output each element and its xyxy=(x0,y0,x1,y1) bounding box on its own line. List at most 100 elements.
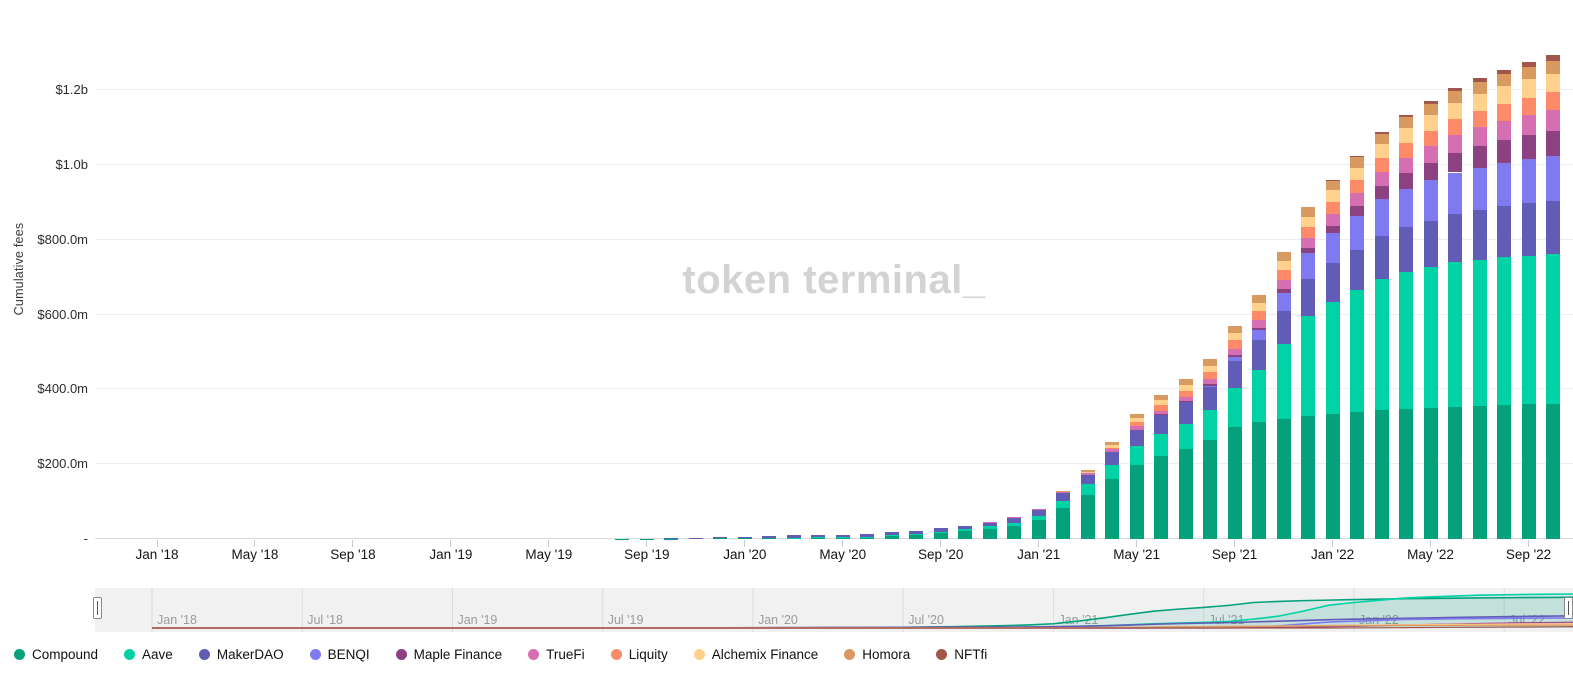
bar-segment-Alchemix Finance[interactable] xyxy=(1546,73,1560,93)
bar-Oct '18[interactable] xyxy=(370,40,384,539)
bar-segment-MakerDAO[interactable] xyxy=(909,530,924,534)
bar-segment-Compound[interactable] xyxy=(1105,479,1120,539)
bar-Feb '22[interactable] xyxy=(1350,40,1365,539)
bar-segment-BENQI[interactable] xyxy=(1521,159,1536,204)
bar-segment-Compound[interactable] xyxy=(1423,407,1438,539)
bar-segment-Aave[interactable] xyxy=(1521,255,1536,405)
bar-segment-TrueFi[interactable] xyxy=(1350,193,1365,207)
bar-segment-BENQI[interactable] xyxy=(1276,292,1291,311)
bar-segment-Aave[interactable] xyxy=(1178,423,1193,449)
bar-segment-Compound[interactable] xyxy=(884,536,899,539)
bar-Mar '19[interactable] xyxy=(493,40,507,539)
bar-segment-TrueFi[interactable] xyxy=(1252,320,1267,328)
bar-segment-Homora[interactable] xyxy=(1399,117,1414,129)
bar-segment-Maple Finance[interactable] xyxy=(1203,384,1218,386)
bar-segment-MakerDAO[interactable] xyxy=(1497,206,1512,258)
bar-segment-Compound[interactable] xyxy=(933,533,948,539)
bar-segment-MakerDAO[interactable] xyxy=(1301,279,1316,317)
bar-Aug '19[interactable] xyxy=(615,40,630,539)
bar-Feb '21[interactable] xyxy=(1056,40,1071,539)
bar-Feb '19[interactable] xyxy=(468,40,482,539)
bar-segment-Compound[interactable] xyxy=(1252,421,1267,539)
bar-segment-Compound[interactable] xyxy=(1546,403,1560,539)
bar-segment-Alchemix Finance[interactable] xyxy=(1252,303,1267,312)
bar-segment-Aave[interactable] xyxy=(1350,290,1365,413)
bar-segment-Homora[interactable] xyxy=(1203,359,1218,366)
bar-Aug '20[interactable] xyxy=(909,40,924,539)
bar-segment-NFTfi[interactable] xyxy=(1546,55,1560,62)
bar-Sep '19[interactable] xyxy=(639,40,654,539)
bar-segment-MakerDAO[interactable] xyxy=(786,535,801,538)
bar-segment-Aave[interactable] xyxy=(1129,446,1144,465)
bar-Mar '22[interactable] xyxy=(1374,40,1389,539)
bar-segment-Alchemix Finance[interactable] xyxy=(1423,115,1438,131)
bar-segment-Liquity[interactable] xyxy=(1374,157,1389,172)
bar-segment-Maple Finance[interactable] xyxy=(1350,206,1365,216)
bar-segment-Maple Finance[interactable] xyxy=(1178,401,1193,403)
bar-Jan '19[interactable] xyxy=(444,40,458,539)
bar-segment-MakerDAO[interactable] xyxy=(713,537,728,539)
bar-segment-Compound[interactable] xyxy=(1350,412,1365,539)
bar-segment-Compound[interactable] xyxy=(1227,426,1242,539)
legend-item-Liquity[interactable]: Liquity xyxy=(610,647,668,662)
bar-segment-NFTfi[interactable] xyxy=(1399,114,1414,118)
bar-segment-TrueFi[interactable] xyxy=(1399,157,1414,174)
bar-segment-Aave[interactable] xyxy=(1472,259,1487,406)
bar-segment-TrueFi[interactable] xyxy=(1080,472,1095,475)
bar-segment-Compound[interactable] xyxy=(786,537,801,539)
bar-segment-BENQI[interactable] xyxy=(1472,167,1487,210)
bar-segment-Aave[interactable] xyxy=(884,535,899,537)
bar-segment-Liquity[interactable] xyxy=(1423,130,1438,146)
bar-segment-Aave[interactable] xyxy=(1301,316,1316,417)
bar-segment-TrueFi[interactable] xyxy=(1007,517,1022,519)
bar-segment-Aave[interactable] xyxy=(1105,464,1120,480)
bar-segment-Aave[interactable] xyxy=(1423,267,1438,408)
bar-segment-NFTfi[interactable] xyxy=(1448,87,1463,92)
bar-segment-Liquity[interactable] xyxy=(1105,447,1120,450)
bar-segment-MakerDAO[interactable] xyxy=(1154,414,1169,435)
bar-segment-Alchemix Finance[interactable] xyxy=(1129,418,1144,422)
bar-segment-TrueFi[interactable] xyxy=(1301,238,1316,249)
bar-segment-Aave[interactable] xyxy=(1497,257,1512,406)
bar-segment-Alchemix Finance[interactable] xyxy=(1472,94,1487,112)
bar-Jan '22[interactable] xyxy=(1325,40,1340,539)
bar-segment-Alchemix Finance[interactable] xyxy=(1301,216,1316,228)
bar-segment-TrueFi[interactable] xyxy=(1227,348,1242,355)
bar-segment-Alchemix Finance[interactable] xyxy=(1521,79,1536,98)
bar-segment-Compound[interactable] xyxy=(958,531,973,539)
bar-segment-Homora[interactable] xyxy=(1325,180,1340,191)
bar-segment-Liquity[interactable] xyxy=(1350,180,1365,194)
bar-segment-Maple Finance[interactable] xyxy=(1252,327,1267,331)
bar-segment-BENQI[interactable] xyxy=(1203,385,1218,387)
bar-segment-Homora[interactable] xyxy=(1472,82,1487,95)
bar-Oct '19[interactable] xyxy=(664,40,679,539)
bar-segment-MakerDAO[interactable] xyxy=(1007,518,1022,523)
bar-segment-Aave[interactable] xyxy=(1448,262,1463,407)
bar-segment-Aave[interactable] xyxy=(1007,522,1022,526)
bar-segment-MakerDAO[interactable] xyxy=(811,535,826,538)
legend-item-Alchemix Finance[interactable]: Alchemix Finance xyxy=(693,647,818,662)
legend-item-Homora[interactable]: Homora xyxy=(844,647,910,662)
bar-segment-Aave[interactable] xyxy=(982,526,997,529)
bar-segment-Compound[interactable] xyxy=(1301,416,1316,539)
bar-segment-MakerDAO[interactable] xyxy=(737,536,752,539)
bar-segment-Aave[interactable] xyxy=(1374,278,1389,411)
bar-segment-BENQI[interactable] xyxy=(1546,156,1560,201)
bar-segment-Aave[interactable] xyxy=(860,536,875,538)
bar-segment-Compound[interactable] xyxy=(1154,455,1169,539)
bar-segment-Homora[interactable] xyxy=(1154,395,1169,401)
bar-segment-Aave[interactable] xyxy=(909,533,924,535)
bar-segment-Homora[interactable] xyxy=(1080,469,1095,472)
bar-segment-Compound[interactable] xyxy=(1056,508,1071,539)
bar-segment-BENQI[interactable] xyxy=(1423,180,1438,221)
bar-segment-MakerDAO[interactable] xyxy=(860,533,875,537)
bar-segment-Liquity[interactable] xyxy=(1178,390,1193,397)
bar-Aug '18[interactable] xyxy=(321,40,335,539)
bar-Dec '20[interactable] xyxy=(1007,40,1022,539)
bar-segment-Compound[interactable] xyxy=(982,528,997,539)
bar-segment-Alchemix Finance[interactable] xyxy=(1350,167,1365,181)
bar-segment-BENQI[interactable] xyxy=(1252,330,1267,340)
bar-segment-MakerDAO[interactable] xyxy=(933,528,948,532)
bar-segment-NFTfi[interactable] xyxy=(1521,61,1536,68)
bar-segment-Liquity[interactable] xyxy=(1399,142,1414,158)
